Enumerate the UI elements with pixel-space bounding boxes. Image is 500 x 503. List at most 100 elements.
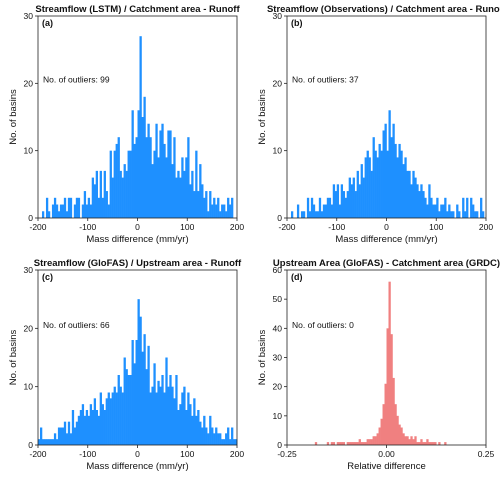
y-axis-label: No. of basins [257,89,268,145]
histogram-bar [179,404,182,445]
x-tick-label: 0 [135,449,140,459]
histogram-bar [416,184,419,218]
panel-label: (c) [42,272,53,282]
histogram-bar [438,442,441,445]
y-tick-label: 30 [24,11,34,21]
x-tick-label: -0.25 [277,449,297,459]
histogram-bar [115,392,118,445]
histogram-bar [97,197,100,218]
histogram-bar [364,157,367,218]
panel-label: (b) [291,18,303,28]
histogram-bar [101,197,104,218]
histogram-bar [77,415,81,445]
histogram-bar [480,197,483,218]
histogram-bar [229,204,232,218]
histogram-bar [396,157,399,218]
histogram-bar [426,204,429,218]
histogram-bar [364,442,367,445]
histogram-bar [191,170,194,218]
histogram-bar [67,421,71,445]
histogram-bar [472,204,475,218]
histogram-bar [225,211,228,218]
histogram-bar [390,137,393,218]
histogram-bar [205,191,208,218]
histogram-bar [38,439,41,445]
y-tick-label: 20 [273,78,283,88]
x-axis-ticks: -0.25 0.00 0.25 [277,445,495,459]
histogram-bar [219,211,222,218]
histogram-bar [115,143,118,218]
histogram-bar [45,197,49,218]
histogram-bar [326,197,330,218]
histogram-bars [314,281,447,445]
histogram-bar [354,191,357,218]
x-axis-ticks: -200 -100 0 100 200 [29,445,244,459]
y-tick-label: 10 [24,382,34,392]
histogram-bar [414,436,417,445]
histogram-bar [302,211,306,218]
histogram-bar [392,377,395,445]
histogram-bar [360,164,363,218]
histogram-bar [159,130,162,218]
histogram-bar [91,177,95,218]
histogram-bar [420,439,423,445]
histogram-bar [163,143,166,218]
histogram-bar [109,150,112,218]
histogram-bar [91,410,95,445]
histogram-bar [398,424,401,445]
y-tick-label: 30 [273,11,283,21]
histogram-bar [181,392,184,445]
histogram-bar [376,157,379,218]
x-tick-label: 0.25 [478,449,495,459]
y-tick-label: 20 [24,78,34,88]
histogram-bar [438,211,441,218]
histogram-bar [462,197,465,218]
histogram-bar [189,404,192,445]
histogram-bar [362,442,365,445]
histogram-bar [63,197,67,218]
histogram-bar [217,197,220,218]
histogram-bar [79,410,83,445]
y-tick-label: 40 [273,323,283,333]
x-tick-label: 200 [230,449,244,459]
y-axis-label: No. of basins [257,330,268,386]
histogram-bar [67,197,71,218]
histogram-bar [59,204,63,218]
histogram-bar [201,427,204,445]
histogram-bar [356,170,359,218]
x-axis-label: Mass difference (mm/yr) [335,234,437,245]
histogram-bar [334,191,338,218]
histogram-bar [380,418,383,445]
histogram-bar [93,184,97,218]
histogram-bar [474,211,477,218]
histogram-bar [408,170,411,218]
histogram-bar [356,442,359,445]
histogram-bar [119,386,122,445]
histogram-bar [416,442,419,445]
histogram-bar [129,150,132,218]
histogram-bar [434,204,437,218]
histogram-bar [348,442,351,445]
x-tick-label: 0 [135,222,140,232]
histogram-bar [314,442,318,445]
outliers-annotation: No. of outliers: 66 [43,320,110,330]
y-axis-ticks: 0 10 20 30 [273,11,287,223]
histogram-bar [362,177,365,218]
histogram-bar [446,211,449,218]
histogram-bar [370,170,373,218]
histogram-bar [113,150,116,218]
histogram-bar [221,439,224,445]
histogram-bar [430,197,433,218]
histogram-bar [318,197,322,218]
y-axis-label: No. of basins [8,89,19,145]
histogram-bar [63,421,67,445]
y-tick-label: 30 [24,265,34,275]
x-tick-label: 200 [479,222,493,232]
histogram-bar [350,442,353,445]
outliers-annotation: No. of outliers: 37 [292,75,359,85]
panel-title: Streamflow (LSTM) / Catchment area - Run… [35,4,240,15]
histogram-bar [213,197,216,218]
histogram-bar [87,415,91,445]
histogram-bar [151,164,154,218]
